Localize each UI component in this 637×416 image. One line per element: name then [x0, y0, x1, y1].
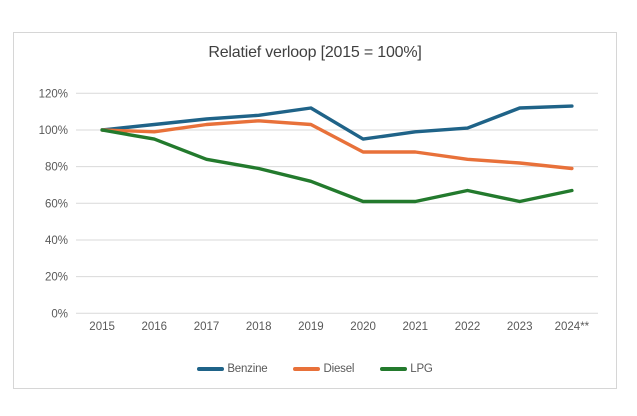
x-tick-label: 2017	[194, 321, 220, 333]
x-tick-label: 2021	[403, 321, 429, 333]
x-tick-label: 2019	[298, 321, 324, 333]
line-chart-plot: 0% 20% 40% 60% 80% 100% 120% 2015 2016 2017 2018 20…	[39, 88, 598, 333]
legend-item-benzine: Benzine	[197, 363, 268, 375]
chart-frame: Relatief verloop [2015 = 100%] 0% 20% 40% 6…	[13, 32, 617, 389]
x-tick-label: 2016	[142, 321, 168, 333]
y-tick-label: 20%	[45, 272, 68, 284]
legend-item-lpg: LPG	[380, 363, 433, 375]
series-line-lpg	[100, 128, 574, 204]
legend-label-lpg: LPG	[410, 363, 433, 375]
series-line-benzine	[100, 104, 574, 141]
chart-legend: Benzine Diesel LPG	[14, 363, 616, 375]
x-tick-label: 2015	[89, 321, 115, 333]
legend-swatch-diesel	[293, 367, 321, 371]
series-line-diesel	[100, 119, 574, 171]
x-tick-label: 2020	[350, 321, 376, 333]
y-tick-label: 0%	[51, 308, 68, 320]
y-tick-label: 120%	[39, 88, 68, 100]
chart-title: Relatief verloop [2015 = 100%]	[208, 44, 422, 61]
legend-swatch-lpg	[380, 367, 408, 371]
y-tick-label: 40%	[45, 235, 68, 247]
legend-swatch-benzine	[197, 367, 225, 371]
y-tick-label: 80%	[45, 162, 68, 174]
x-tick-label: 2018	[246, 321, 272, 333]
x-tick-label: 2022	[455, 321, 481, 333]
x-tick-label: 2023	[507, 321, 533, 333]
y-tick-label: 100%	[39, 125, 68, 137]
legend-label-diesel: Diesel	[323, 363, 355, 375]
legend-label-benzine: Benzine	[227, 363, 268, 375]
legend-item-diesel: Diesel	[293, 363, 354, 375]
y-tick-label: 60%	[45, 198, 68, 210]
x-tick-label: 2024**	[555, 321, 590, 333]
